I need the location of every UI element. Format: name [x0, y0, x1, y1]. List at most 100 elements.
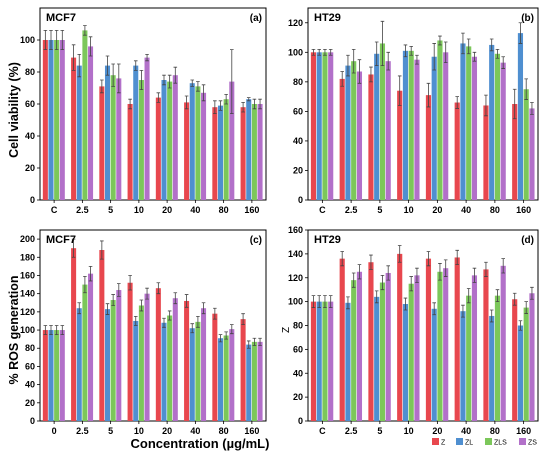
x-tick-label: 5: [108, 205, 113, 215]
x-tick-label: C: [319, 426, 326, 436]
bar-zl-5: [374, 296, 380, 421]
error-bar: [128, 98, 132, 110]
bar-zl-0: [48, 330, 54, 421]
legend-swatch-z: [432, 438, 439, 445]
bar-z-80: [483, 105, 489, 200]
y-axis-label-viability: Cell viability (%): [7, 62, 21, 158]
error-bar: [317, 295, 321, 308]
bar-zl-5: [104, 309, 111, 421]
bar-zls-160: [251, 341, 257, 421]
bar-zl-C: [316, 301, 322, 421]
error-bar: [346, 296, 350, 310]
bar-zl-40: [189, 83, 195, 200]
error-bar: [530, 286, 534, 300]
panel-title: MCF7: [46, 234, 76, 246]
error-bar: [518, 320, 523, 331]
bar-zl-5: [374, 53, 380, 201]
error-bar: [311, 48, 316, 56]
error-bar: [501, 56, 505, 69]
x-tick-label: 80: [219, 426, 229, 436]
y-tick-label: 60: [25, 99, 35, 109]
bar-z-40: [184, 102, 190, 200]
x-tick-label: 160: [244, 426, 259, 436]
bar-zs-5: [116, 290, 122, 421]
error-bar: [380, 20, 385, 66]
y-tick-label: 0: [298, 416, 303, 426]
bar-zl-80: [217, 338, 224, 421]
error-bar: [438, 263, 442, 281]
x-tick-label: 80: [490, 426, 500, 436]
bar-zs-10: [414, 275, 420, 421]
legend-label-zl: ZL: [465, 440, 473, 447]
error-bar: [167, 310, 172, 321]
error-bar: [190, 323, 195, 334]
y-tick-label: 40: [25, 380, 35, 390]
y-tick-label: 120: [288, 273, 303, 283]
error-bar: [403, 297, 408, 311]
error-bar: [139, 70, 144, 90]
error-bar: [49, 30, 53, 50]
bar-zs-20: [172, 298, 178, 421]
error-bar: [105, 55, 110, 76]
error-bar: [518, 22, 523, 44]
error-bar: [461, 304, 465, 318]
bar-z-10: [127, 282, 133, 421]
bar-zls-20: [437, 271, 443, 421]
error-bar: [317, 48, 321, 56]
y-tick-label: 0: [30, 416, 35, 426]
error-bar: [357, 264, 362, 280]
bar-zl-5: [104, 65, 111, 200]
bar-z-40: [454, 102, 460, 200]
error-bar: [397, 75, 402, 106]
error-bar: [230, 49, 234, 114]
bar-zl-40: [460, 43, 466, 201]
bar-zs-2.5: [88, 46, 94, 201]
error-bar: [501, 258, 505, 274]
bar-zls-40: [466, 295, 472, 421]
bar-zl-10: [133, 65, 139, 200]
error-bar: [351, 48, 356, 74]
panel-letter: (b): [521, 13, 534, 24]
x-tick-label: C: [319, 205, 326, 215]
bar-z-5: [368, 74, 374, 200]
bar-zs-0: [59, 330, 65, 421]
bar-zls-0: [54, 330, 60, 421]
error-bar: [133, 316, 138, 326]
bar-zls-40: [466, 46, 472, 201]
bar-zls-2.5: [82, 30, 88, 201]
error-bar: [495, 48, 500, 59]
bar-zls-C: [322, 52, 328, 200]
error-bar: [369, 66, 373, 83]
y-tick-label: 120: [20, 307, 35, 317]
panel-c: 0 20 40 60 80 100 120 140 160 180 200 0 2.5 5 10 20 40 80…: [20, 229, 267, 436]
legend-label-zs: ZS: [528, 440, 537, 447]
bar-zs-160: [529, 108, 535, 200]
error-bar: [190, 79, 195, 87]
error-bar: [60, 30, 65, 50]
y-tick-label: 140: [288, 249, 303, 259]
error-bar: [54, 30, 59, 50]
bar-zls-10: [138, 305, 144, 421]
error-bar: [512, 88, 517, 120]
x-tick-label: 2.5: [345, 205, 358, 215]
error-bar: [455, 96, 459, 109]
x-tick-label: 2.5: [76, 205, 89, 215]
bar-zl-10: [402, 50, 409, 201]
error-bar: [117, 283, 121, 297]
legend: Z ZL ZLS ZS: [432, 438, 537, 447]
bar-z-20: [155, 97, 161, 200]
error-bar: [415, 54, 419, 65]
bar-z-2.5: [339, 258, 345, 421]
bar-z-160: [240, 319, 246, 421]
error-bar: [524, 301, 528, 314]
bar-zs-C: [59, 40, 65, 200]
y-tick-label: 80: [293, 77, 303, 87]
error-bar: [201, 84, 206, 102]
error-bar: [77, 302, 82, 315]
x-tick-label: 40: [461, 205, 471, 215]
bar-zs-40: [201, 308, 207, 421]
bar-z-2.5: [339, 78, 345, 200]
bar-zs-5: [116, 78, 122, 200]
x-tick-label: 80: [219, 205, 229, 215]
